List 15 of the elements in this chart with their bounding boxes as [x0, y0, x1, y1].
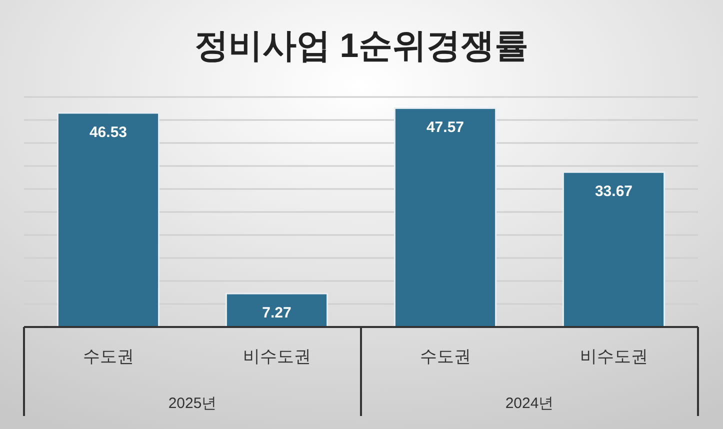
- chart-title: 정비사업 1순위경쟁률: [194, 27, 529, 65]
- data-label: 46.53: [89, 124, 128, 141]
- bar: [394, 107, 497, 328]
- text: 2025년: [168, 395, 217, 412]
- bar: [562, 171, 666, 328]
- x-tick-label: 수도권: [420, 347, 471, 366]
- data-label: 33.67: [594, 183, 633, 200]
- data-label: 7.27: [262, 304, 292, 322]
- x-tick-label: 비수도권: [580, 347, 648, 366]
- text: 2024년: [505, 395, 554, 412]
- bar: [56, 112, 160, 328]
- x-tick-label: 수도권: [82, 347, 134, 366]
- data-label: 47.57: [426, 119, 464, 136]
- x-tick-label: 비수도권: [242, 347, 311, 366]
- bar: [225, 292, 328, 328]
